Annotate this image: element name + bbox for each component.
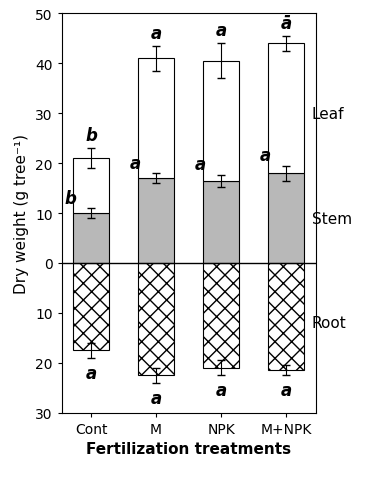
Text: a: a bbox=[281, 382, 292, 399]
Text: a: a bbox=[195, 156, 206, 174]
Text: a: a bbox=[85, 364, 97, 382]
Bar bbox=[138, 264, 174, 375]
Bar bbox=[203, 264, 239, 368]
Text: ā: ā bbox=[281, 15, 292, 33]
Text: a: a bbox=[151, 25, 162, 43]
Text: b: b bbox=[64, 189, 76, 207]
Bar bbox=[203, 181, 239, 264]
Text: Root: Root bbox=[312, 316, 347, 331]
Bar bbox=[203, 62, 239, 181]
Bar bbox=[73, 264, 109, 350]
Bar bbox=[73, 214, 109, 264]
Bar bbox=[73, 159, 109, 214]
Bar bbox=[268, 44, 304, 174]
Bar bbox=[138, 59, 174, 179]
Text: Stem: Stem bbox=[312, 211, 352, 226]
Text: a: a bbox=[260, 147, 271, 165]
Text: Leaf: Leaf bbox=[312, 107, 345, 121]
Text: a: a bbox=[130, 154, 141, 172]
Y-axis label: Dry weight (g tree⁻¹): Dry weight (g tree⁻¹) bbox=[14, 134, 29, 293]
Bar bbox=[138, 179, 174, 264]
X-axis label: Fertilization treatments: Fertilization treatments bbox=[86, 441, 291, 456]
Text: b: b bbox=[85, 127, 97, 145]
Text: a: a bbox=[216, 23, 227, 40]
Text: a: a bbox=[151, 389, 162, 407]
Bar bbox=[268, 174, 304, 264]
Bar bbox=[268, 264, 304, 371]
Text: a: a bbox=[216, 382, 227, 399]
